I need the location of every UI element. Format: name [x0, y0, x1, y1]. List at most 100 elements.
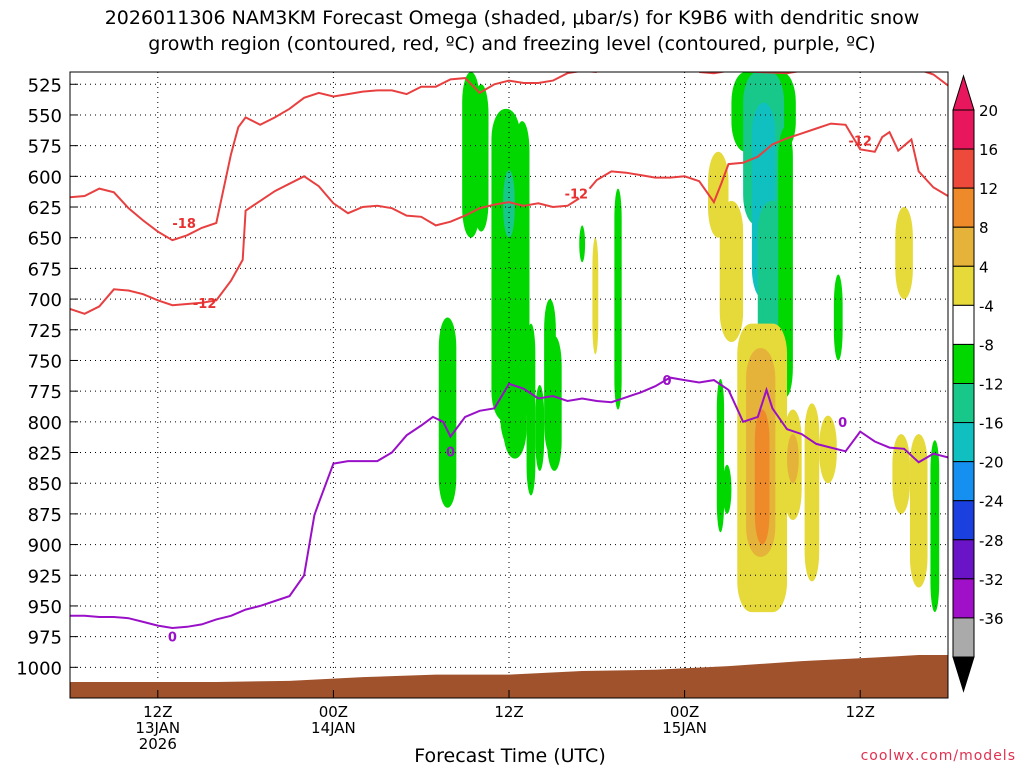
- omega-region-21: [722, 464, 732, 514]
- omega-region-33: [895, 207, 913, 300]
- omega-region-10: [438, 317, 457, 508]
- contour-label-3: -12: [848, 135, 872, 150]
- omega-region-13: [614, 188, 622, 410]
- omega-region-12: [579, 225, 586, 263]
- x-tick-label-0-3: 2026: [139, 735, 177, 753]
- omega-region-18: [778, 127, 793, 398]
- colorbar-swatch-3: [952, 226, 975, 267]
- omega-region-31: [804, 403, 820, 582]
- y-tick-label-6: 675: [28, 259, 62, 280]
- y-tick-label-7: 700: [28, 290, 62, 311]
- y-tick-label-19: 1000: [16, 658, 62, 679]
- omega-region-8: [535, 385, 545, 471]
- temperature-contours: [70, 72, 948, 630]
- colorbar-label-3: 8: [979, 219, 989, 237]
- colorbar-label-11: -28: [979, 532, 1004, 550]
- colorbar-swatch-10: [952, 500, 975, 541]
- y-tick-label-5: 650: [28, 229, 62, 250]
- colorbar-label-1: 16: [979, 141, 998, 159]
- colorbar-label-6: -8: [979, 336, 994, 354]
- terrain-area: [70, 655, 948, 698]
- y-tick-label-13: 850: [28, 474, 62, 495]
- contour-label-4: 0: [168, 631, 177, 646]
- contour-line-m18: [70, 72, 597, 242]
- contour-label-1: -12: [193, 297, 217, 312]
- x-tick-label-1-1: 00Z: [319, 703, 348, 721]
- x-tick-label-2-1: 12Z: [494, 703, 523, 721]
- omega-region-32: [819, 415, 837, 484]
- contour-label-6: 0: [663, 374, 672, 389]
- y-tick-label-17: 950: [28, 597, 62, 618]
- colorbar-swatch-5: [952, 304, 975, 345]
- credit-text: coolwx.com/models: [861, 748, 1016, 764]
- colorbar-label-0: 20: [979, 102, 998, 120]
- y-tick-label-2: 575: [28, 137, 62, 158]
- y-tick-label-4: 625: [28, 198, 62, 219]
- contour-label-0: -18: [172, 217, 196, 232]
- y-tick-label-11: 800: [28, 413, 62, 434]
- x-tick-label-0-2: 13JAN: [135, 719, 180, 737]
- colorbar-label-7: -12: [979, 376, 1004, 394]
- colorbar-swatch-12: [952, 578, 975, 619]
- colorbar-swatch-1: [952, 148, 975, 189]
- omega-region-7: [526, 323, 536, 496]
- chart-title-line1: 2026011306 NAM3KM Forecast Omega (shaded…: [105, 7, 920, 29]
- contour-label-2: -12: [565, 188, 589, 203]
- colorbar-label-8: -16: [979, 415, 1004, 433]
- contour-line-0: [70, 376, 948, 630]
- colorbar-swatch-0: [952, 109, 975, 150]
- y-tick-label-9: 750: [28, 351, 62, 372]
- colorbar-swatch-9: [952, 461, 975, 502]
- x-tick-label-4-1: 12Z: [846, 703, 875, 721]
- y-tick-label-15: 900: [28, 536, 62, 557]
- colorbar-swatch-13: [952, 617, 975, 658]
- y-tick-label-10: 775: [28, 382, 62, 403]
- colorbar-swatch-11: [952, 539, 975, 580]
- x-axis-label: Forecast Time (UTC): [414, 745, 605, 767]
- x-tick-label-3-2: 15JAN: [662, 719, 707, 737]
- y-tick-label-14: 875: [28, 505, 62, 526]
- colorbar-label-12: -32: [979, 571, 1004, 589]
- omega-region-28: [754, 409, 770, 545]
- x-tick-label-0-1: 12Z: [143, 703, 172, 721]
- omega-region-11: [544, 299, 556, 453]
- y-tick-label-16: 925: [28, 566, 62, 587]
- chart-title-line2: growth region (contoured, red, ºC) and f…: [148, 33, 875, 55]
- colorbar-bottom-arrow: [952, 656, 975, 693]
- omega-region-35: [909, 434, 928, 588]
- y-axis: 525 550 575 600 625 650 675 700 725 750 775 800 825 8…: [16, 75, 78, 679]
- terrain-fill: [70, 655, 948, 698]
- colorbar-label-10: -24: [979, 493, 1004, 511]
- colorbar-swatch-6: [952, 343, 975, 384]
- omega-region-34: [892, 434, 910, 514]
- y-tick-label-1: 550: [28, 106, 62, 127]
- omega-region-22: [930, 440, 940, 613]
- omega-shading: [438, 72, 940, 613]
- colorbar-label-9: -20: [979, 454, 1004, 472]
- omega-region-30: [787, 434, 799, 484]
- contour-line-m12a: [70, 175, 580, 315]
- contour-line-m12b: [588, 122, 948, 205]
- omega-region-23: [592, 237, 599, 355]
- colorbar-swatch-8: [952, 422, 975, 463]
- y-tick-label-0: 525: [28, 75, 62, 96]
- omega-region-1: [473, 84, 489, 232]
- colorbar-legend: 20 16 12 8 4 -4 -8 -12 -16 -20 -24 -28 -32 -36: [952, 74, 1004, 693]
- colorbar-label-5: -4: [979, 297, 994, 315]
- omega-region-19: [833, 274, 843, 361]
- colorbar-swatch-4: [952, 265, 975, 306]
- omega-region-3: [503, 170, 515, 238]
- x-tick-label-3-1: 00Z: [670, 703, 699, 721]
- contour-labels: -18 -12 -12 -12 0 0 0 0: [168, 135, 872, 646]
- omega-region-20: [716, 378, 725, 533]
- y-tick-label-3: 600: [28, 167, 62, 188]
- contour-label-5: 0: [446, 445, 455, 460]
- colorbar-label-13: -36: [979, 610, 1004, 628]
- omega-region-25: [719, 200, 744, 343]
- colorbar-label-2: 12: [979, 180, 998, 198]
- contour-label-7: 0: [838, 416, 847, 431]
- colorbar-swatch-2: [952, 187, 975, 228]
- colorbar-top-arrow: [952, 74, 975, 111]
